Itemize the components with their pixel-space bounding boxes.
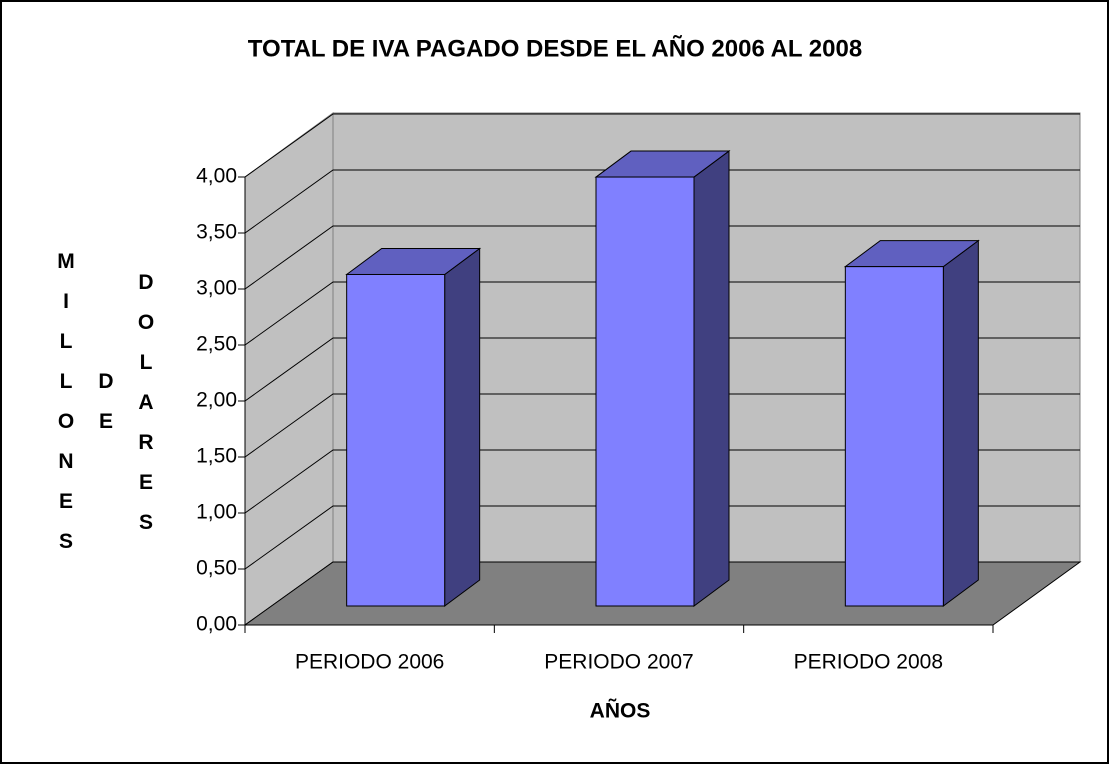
- grid-line: [244, 225, 1080, 290]
- grid-line: [244, 505, 1080, 570]
- y-tick-label: 1,00: [196, 501, 237, 524]
- grid-line: [244, 113, 1080, 178]
- grid-line: [244, 337, 1080, 402]
- bar-side: [942, 239, 979, 607]
- y-tick-label: 3,50: [196, 221, 237, 244]
- bar: [346, 273, 446, 607]
- y-tick-label: 2,50: [196, 333, 237, 356]
- y-tick-label: 0,00: [196, 613, 237, 636]
- grid-line: [244, 169, 1080, 234]
- x-tick-label: PERIODO 2007: [544, 651, 693, 674]
- grid-line: [244, 393, 1080, 458]
- x-axis-title: AÑOS: [590, 700, 651, 723]
- grid-line: [244, 449, 1080, 514]
- bar-side: [444, 247, 481, 607]
- y-tick-label: 1,50: [196, 445, 237, 468]
- grid-line: [244, 281, 1080, 346]
- bar: [595, 176, 695, 607]
- y-tick-label: 2,00: [196, 389, 237, 412]
- bar-side: [693, 150, 730, 607]
- y-tick-label: 0,50: [196, 557, 237, 580]
- bar: [844, 266, 944, 607]
- x-tick-label: PERIODO 2006: [295, 651, 444, 674]
- y-tick-label: 3,00: [196, 277, 237, 300]
- x-tick-label: PERIODO 2008: [794, 651, 943, 674]
- chart-title: TOTAL DE IVA PAGADO DESDE EL AÑO 2006 AL…: [248, 34, 862, 62]
- y-tick-label: 4,00: [196, 165, 237, 188]
